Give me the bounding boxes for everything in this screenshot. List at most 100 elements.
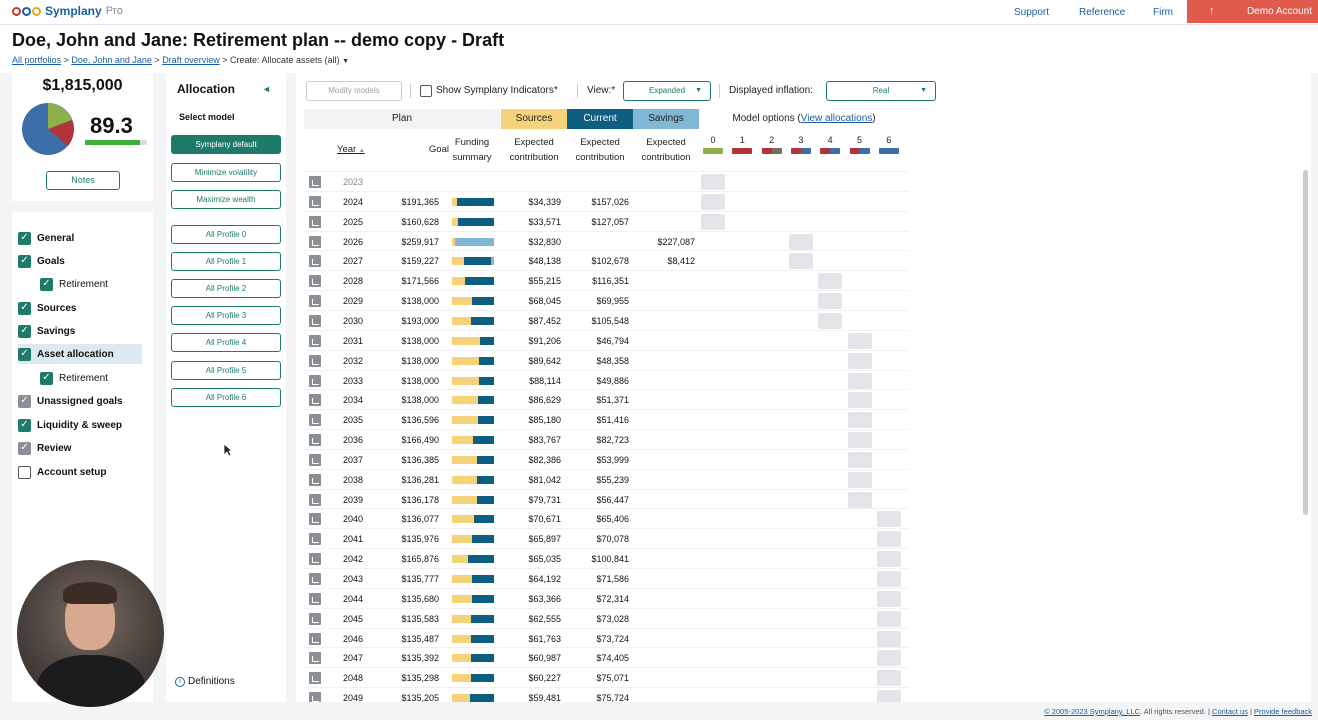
- inflation-select[interactable]: Real ▼: [826, 81, 936, 101]
- sidebar-item-goals[interactable]: ✓ Goals: [18, 251, 65, 271]
- table-row[interactable]: 2032 $138,000 $89,642 $48,358: [304, 349, 908, 370]
- copyright-link[interactable]: © 2005-2023 Symplany, LLC: [1044, 707, 1141, 716]
- model-selection-cell[interactable]: [701, 193, 725, 210]
- model-selection-cell[interactable]: [847, 451, 872, 468]
- model-col-3[interactable]: 3: [790, 135, 812, 154]
- table-row[interactable]: 2037 $136,385 $82,386 $53,999: [304, 448, 908, 469]
- model-col-5[interactable]: 5: [849, 135, 871, 154]
- contact-link[interactable]: Contact us: [1212, 707, 1248, 716]
- model-selection-cell[interactable]: [847, 471, 872, 488]
- chart-icon[interactable]: [309, 692, 321, 702]
- chart-icon[interactable]: [309, 314, 321, 327]
- table-row[interactable]: 2047 $135,392 $60,987 $74,405: [304, 647, 908, 667]
- model-selection-cell[interactable]: [847, 372, 872, 389]
- nav-firm[interactable]: Firm: [1153, 7, 1173, 18]
- model-selection-cell[interactable]: [701, 213, 725, 230]
- model-selection-cell[interactable]: [818, 312, 843, 329]
- model-selection-cell[interactable]: [876, 690, 901, 702]
- chart-icon[interactable]: [309, 374, 321, 387]
- chart-icon[interactable]: [309, 453, 321, 466]
- model-selection-cell[interactable]: [788, 233, 813, 250]
- table-row[interactable]: 2026 $259,917 $32,830 $227,087: [304, 230, 908, 251]
- profile-button-5[interactable]: All Profile 5: [171, 361, 281, 380]
- nav-reference[interactable]: Reference: [1079, 7, 1126, 18]
- table-row[interactable]: 2028 $171,566 $55,215 $116,351: [304, 270, 908, 290]
- checkbox-icon[interactable]: ✓: [18, 347, 31, 361]
- model-selection-cell[interactable]: [847, 392, 872, 409]
- chart-icon[interactable]: [309, 354, 321, 367]
- checkbox-icon[interactable]: ✓: [18, 394, 31, 408]
- model-selection-cell[interactable]: [847, 432, 872, 449]
- table-row[interactable]: 2029 $138,000 $68,045 $69,955: [304, 290, 908, 310]
- sidebar-item-retirement[interactable]: ✓ Retirement: [40, 368, 108, 388]
- modify-models-button[interactable]: Modify models: [306, 81, 402, 101]
- profile-button-3[interactable]: All Profile 3: [171, 306, 281, 325]
- arrow-up-icon[interactable]: ↑: [1209, 5, 1215, 17]
- table-scrollbar[interactable]: [1303, 170, 1308, 515]
- sidebar-item-savings[interactable]: ✓ Savings: [18, 321, 75, 341]
- sidebar-item-retirement[interactable]: ✓ Retirement: [40, 274, 108, 294]
- model-selection-cell[interactable]: [847, 412, 872, 429]
- sidebar-item-liquidity-sweep[interactable]: ✓ Liquidity & sweep: [18, 415, 122, 435]
- model-selection-cell[interactable]: [876, 670, 901, 687]
- checkbox-icon[interactable]: ✓: [18, 324, 31, 338]
- account-menu[interactable]: ↑ Demo Account: [1187, 0, 1318, 23]
- table-row[interactable]: 2027 $159,227 $48,138 $102,678 $8,412: [304, 250, 908, 270]
- checkbox-icon[interactable]: ✓: [40, 371, 53, 385]
- nav-support[interactable]: Support: [1014, 7, 1050, 18]
- sidebar-item-unassigned-goals[interactable]: ✓ Unassigned goals: [18, 391, 123, 411]
- model-col-1[interactable]: 1: [731, 135, 753, 154]
- table-row[interactable]: 2023: [304, 171, 908, 191]
- table-row[interactable]: 2043 $135,777 $64,192 $71,586: [304, 568, 908, 588]
- table-row[interactable]: 2030 $193,000 $87,452 $105,548: [304, 309, 908, 330]
- chart-icon[interactable]: [309, 295, 321, 308]
- profile-button-2[interactable]: All Profile 2: [171, 279, 281, 298]
- checkbox-icon[interactable]: ✓: [18, 418, 31, 432]
- caret-down-icon[interactable]: ▼: [342, 58, 349, 65]
- chart-icon[interactable]: [309, 553, 321, 566]
- breadcrumb-draft[interactable]: Draft overview: [162, 55, 220, 65]
- model-selection-cell[interactable]: [876, 531, 901, 548]
- model-selection-cell[interactable]: [847, 491, 872, 508]
- model-col-0[interactable]: 0: [702, 135, 724, 154]
- model-selection-cell[interactable]: [788, 253, 813, 270]
- sidebar-item-review[interactable]: ✓ Review: [18, 438, 71, 458]
- table-row[interactable]: 2045 $135,583 $62,555 $73,028: [304, 607, 908, 628]
- feedback-link[interactable]: Provide feedback: [1254, 707, 1312, 716]
- model-selection-cell[interactable]: [818, 273, 843, 290]
- checkbox-icon[interactable]: ✓: [18, 254, 31, 268]
- table-row[interactable]: 2039 $136,178 $79,731 $56,447: [304, 488, 908, 509]
- show-indicators-toggle[interactable]: Show Symplany Indicators*: [420, 81, 558, 101]
- model-col-2[interactable]: 2: [761, 135, 783, 154]
- chart-icon[interactable]: [309, 473, 321, 486]
- chart-icon[interactable]: [309, 334, 321, 347]
- definitions-link[interactable]: i Definitions: [175, 676, 235, 687]
- model-selection-cell[interactable]: [847, 352, 872, 369]
- breadcrumb-all-portfolios[interactable]: All portfolios: [12, 55, 62, 65]
- chart-icon[interactable]: [309, 414, 321, 427]
- model-col-6[interactable]: 6: [878, 135, 900, 154]
- checkbox-icon[interactable]: [18, 465, 31, 479]
- chart-icon[interactable]: [309, 533, 321, 546]
- sidebar-item-asset-allocation[interactable]: ✓ Asset allocation: [18, 344, 142, 364]
- checkbox-icon[interactable]: ✓: [40, 277, 53, 291]
- view-select[interactable]: Expanded ▼: [623, 81, 711, 101]
- chart-icon[interactable]: [309, 195, 321, 208]
- model-selection-cell[interactable]: [701, 174, 725, 190]
- checkbox-icon[interactable]: ✓: [18, 441, 31, 455]
- model-selection-cell[interactable]: [847, 332, 872, 349]
- col-year[interactable]: Year ▲: [337, 142, 365, 159]
- chart-icon[interactable]: [309, 592, 321, 605]
- table-row[interactable]: 2024 $191,365 $34,339 $157,026: [304, 190, 908, 211]
- chart-icon[interactable]: [309, 394, 321, 407]
- model-selection-cell[interactable]: [876, 650, 901, 667]
- table-row[interactable]: 2033 $138,000 $88,114 $49,886: [304, 369, 908, 390]
- table-row[interactable]: 2046 $135,487 $61,763 $73,724: [304, 627, 908, 648]
- checkbox-icon[interactable]: ✓: [18, 301, 31, 315]
- collapse-left-icon[interactable]: ◄: [262, 84, 271, 94]
- model-selection-cell[interactable]: [818, 293, 843, 310]
- table-row[interactable]: 2036 $166,490 $83,767 $82,723: [304, 429, 908, 449]
- profile-button-0[interactable]: All Profile 0: [171, 225, 281, 244]
- notes-button[interactable]: Notes: [46, 171, 120, 190]
- table-row[interactable]: 2040 $136,077 $70,671 $65,406: [304, 508, 908, 528]
